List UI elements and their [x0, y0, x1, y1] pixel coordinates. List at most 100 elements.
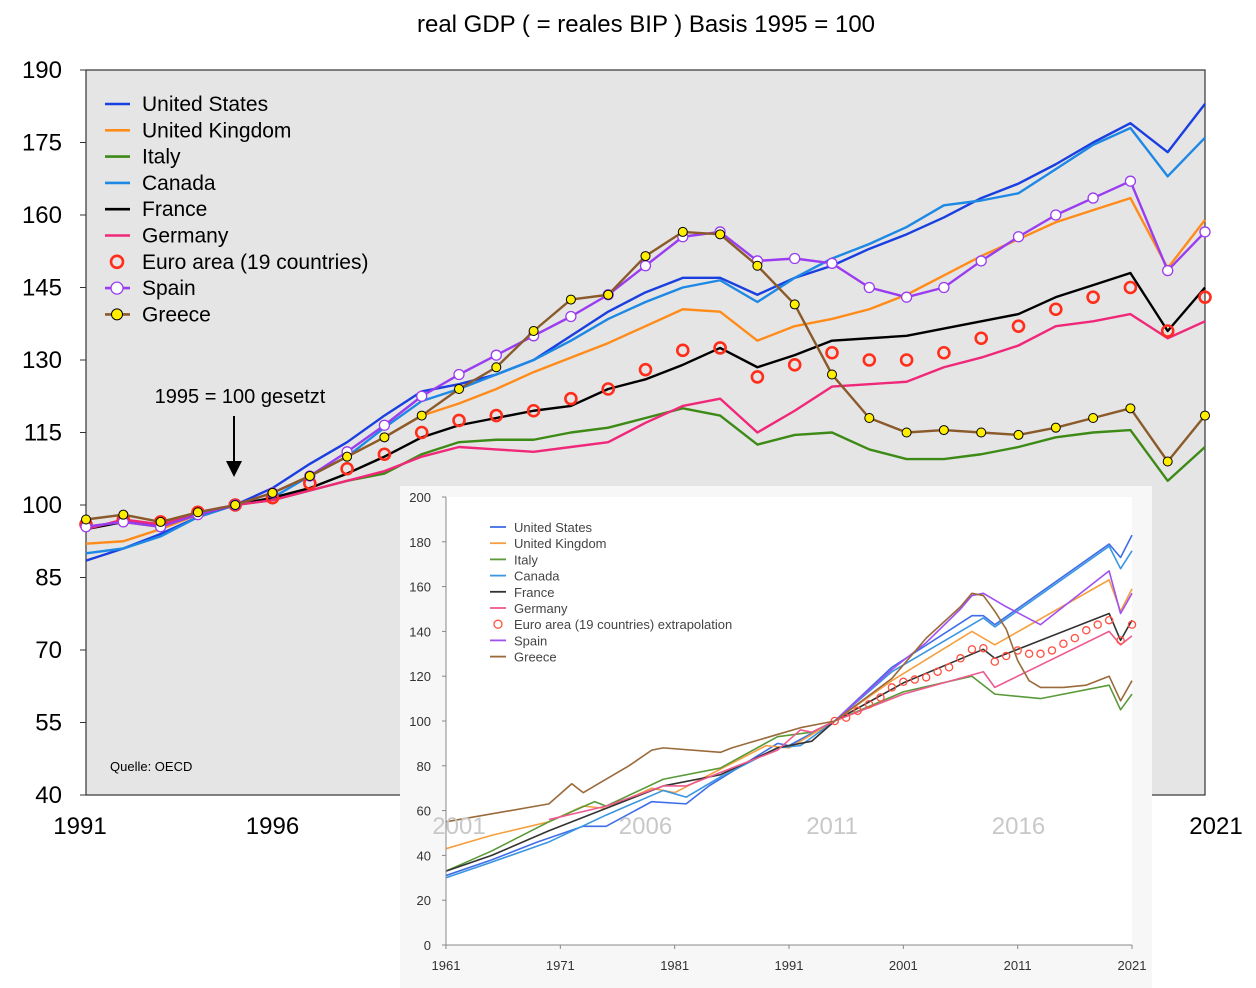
annotation-label: 1995 = 100 gesetzt: [155, 386, 326, 408]
data-point-greece: [192, 507, 203, 518]
inset-chart: 1961 1971 1981 1991 2001 2011 2021 0 20 40 60 80 10…: [400, 486, 1152, 988]
inset-y-tick-label: 80: [417, 759, 431, 774]
inset-y-tick-label: 200: [409, 490, 431, 505]
data-point-spain: [1162, 264, 1174, 277]
main-y-tick-label: 175: [22, 130, 62, 157]
inset-data-point-euro-area-19-countries-extrapolation: [1093, 620, 1102, 629]
data-point-spain: [826, 257, 838, 269]
inset-x-tick-label: 2011: [1004, 958, 1032, 973]
main-x-tick-label: 2001: [432, 813, 485, 840]
data-point-euro-area-19-countries: [1160, 324, 1175, 338]
inset-data-point-euro-area-19-countries-extrapolation: [1001, 651, 1011, 661]
inset-data-point-euro-area-19-countries-extrapolation: [1082, 626, 1091, 635]
inset-data-point-euro-area-19-countries-extrapolation: [933, 667, 942, 676]
legend-label: Spain: [142, 277, 196, 300]
inset-y-tick-label: 180: [409, 535, 431, 550]
inset-data-point-euro-area-19-countries-extrapolation: [910, 675, 920, 684]
inset-data-point-euro-area-19-countries-extrapolation: [1047, 646, 1057, 655]
data-point-greece: [1125, 403, 1136, 414]
inset-y-tick-label: 40: [417, 848, 431, 863]
inset-series-group: [445, 534, 1137, 879]
inset-series-line-greece: [445, 592, 1133, 823]
main-x-tick-label: 2006: [619, 813, 672, 840]
inset-legend-label: United States: [514, 520, 593, 535]
data-point-euro-area-19-countries: [638, 362, 653, 377]
main-x-tick-label: 1996: [246, 813, 299, 840]
data-point-spain: [453, 368, 465, 381]
data-point-greece: [565, 294, 576, 305]
data-point-spain: [1012, 231, 1025, 243]
inset-legend-label: Italy: [514, 552, 538, 567]
inset-x-axis: 1961 1971 1981 1991 2001 2011 2021: [432, 945, 1146, 973]
data-point-euro-area-19-countries: [1011, 319, 1026, 333]
inset-series-line-canada: [445, 545, 1133, 879]
data-point-greece: [81, 514, 91, 525]
data-point-greece: [603, 289, 614, 300]
main-x-tick-label: 2021: [1189, 813, 1242, 840]
inset-y-tick-label: 120: [409, 669, 431, 684]
inset-y-tick-label: 160: [409, 580, 431, 595]
data-point-greece: [976, 427, 987, 438]
legend-label: Euro area (19 countries): [142, 251, 368, 274]
data-point-euro-area-19-countries: [675, 343, 690, 358]
inset-series-line-spain: [834, 570, 1133, 722]
inset-data-point-euro-area-19-countries-extrapolation: [899, 677, 908, 687]
main-x-tick-labels: 1991 1996 2001 2006 2011 2016 2021: [53, 813, 1242, 840]
inset-legend-label: Euro area (19 countries) extrapolation: [514, 617, 732, 632]
inset-legend-label: Greece: [514, 650, 557, 665]
data-point-greece: [864, 413, 875, 423]
data-point-spain: [1124, 175, 1137, 187]
legend-label: Canada: [142, 172, 216, 195]
data-point-euro-area-19-countries: [899, 353, 914, 367]
data-point-spain: [938, 281, 950, 294]
data-point-spain: [789, 252, 801, 265]
data-point-spain: [975, 255, 987, 267]
data-point-spain: [900, 291, 913, 303]
data-point-euro-area-19-countries: [601, 382, 616, 396]
data-point-greece: [1162, 456, 1173, 467]
main-x-tick-label: 2016: [992, 813, 1045, 840]
data-point-greece: [715, 229, 726, 240]
data-point-euro-area-19-countries: [1123, 280, 1138, 295]
data-point-greece: [789, 299, 800, 310]
legend-marker: [110, 281, 124, 295]
inset-data-point-euro-area-19-countries-extrapolation: [853, 706, 862, 716]
inset-data-point-euro-area-19-countries-extrapolation: [990, 657, 1000, 666]
data-point-spain: [639, 260, 652, 272]
data-point-euro-area-19-countries: [1198, 290, 1212, 304]
data-point-greece: [1088, 413, 1099, 423]
data-point-euro-area-19-countries: [825, 345, 839, 360]
main-legend: United States United Kingdom Italy Canada Fr…: [105, 93, 368, 326]
inset-data-point-euro-area-19-countries-extrapolation: [876, 693, 885, 702]
inset-data-point-euro-area-19-countries-extrapolation: [944, 662, 954, 672]
inset-data-point-euro-area-19-countries-extrapolation: [921, 673, 931, 682]
data-point-greece: [379, 432, 390, 443]
inset-series-line-germany: [548, 630, 1133, 821]
inset-y-tick-label: 60: [417, 804, 431, 819]
inset-x-tick-label: 1991: [775, 958, 804, 973]
inset-legend-label: United Kingdom: [514, 536, 607, 551]
main-y-axis: 40 55 70 85 100 115 130 145 160 175 190: [22, 57, 86, 809]
data-point-euro-area-19-countries: [489, 408, 504, 423]
inset-x-tick-label: 2001: [889, 958, 918, 973]
main-y-tick-label: 100: [22, 492, 62, 519]
inset-legend-label: Germany: [514, 601, 568, 616]
inset-y-tick-label: 140: [409, 624, 431, 639]
inset-y-tick-label: 0: [424, 938, 431, 953]
inset-y-tick-label: 100: [409, 714, 431, 729]
data-point-euro-area-19-countries: [750, 370, 765, 384]
inset-data-point-euro-area-19-countries-extrapolation: [956, 654, 965, 663]
data-point-greece: [528, 326, 539, 336]
data-point-greece: [901, 427, 912, 438]
data-point-greece: [491, 362, 502, 373]
data-point-spain: [565, 310, 577, 323]
main-y-tick-label: 160: [22, 202, 62, 229]
inset-x-tick-label: 1971: [546, 958, 575, 973]
data-point-spain: [1199, 226, 1211, 238]
data-point-greece: [1200, 410, 1210, 421]
data-point-greece: [1050, 422, 1061, 433]
main-x-tick-label: 2011: [806, 813, 858, 840]
inset-data-point-euro-area-19-countries-extrapolation: [1104, 615, 1114, 625]
inset-data-point-euro-area-19-countries-extrapolation: [1024, 649, 1034, 659]
inset-data-point-euro-area-19-countries-extrapolation: [1059, 639, 1068, 648]
